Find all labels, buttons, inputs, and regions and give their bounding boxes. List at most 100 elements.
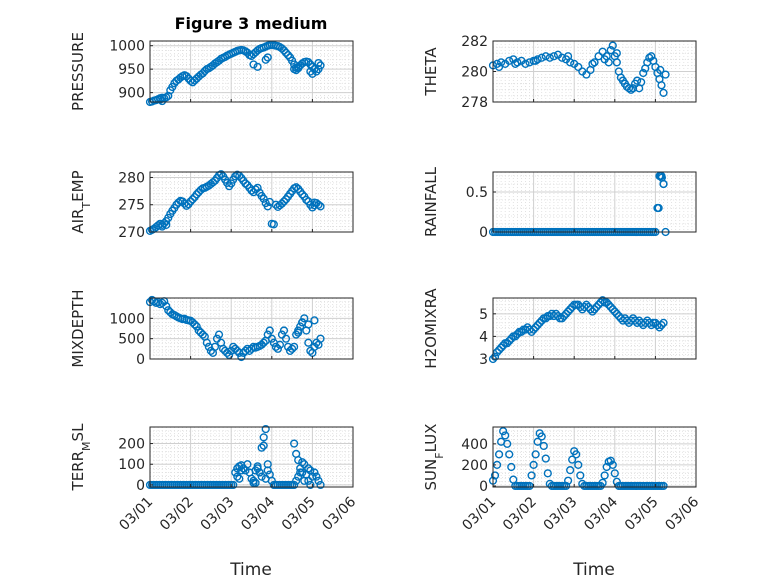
data-points — [145, 40, 325, 107]
data-point — [588, 307, 597, 316]
axes-box — [492, 171, 697, 233]
x-tick-label: 03/05 — [622, 494, 662, 534]
data-point — [263, 53, 272, 62]
data-point — [279, 326, 289, 335]
data-point — [314, 58, 323, 68]
data-point — [503, 339, 512, 348]
subplot-6: 3 4 5 H2OMIXRA — [422, 288, 697, 369]
data-point — [582, 70, 591, 79]
data-point — [543, 469, 552, 478]
data-point — [608, 41, 617, 50]
data-point — [659, 318, 668, 327]
data-point — [497, 58, 506, 67]
data-point — [158, 96, 167, 106]
data-point — [253, 183, 262, 192]
data-point — [298, 190, 307, 199]
data-point — [263, 202, 272, 211]
data-point — [494, 62, 504, 72]
data-point — [247, 474, 256, 483]
y-tick-label: 275 — [118, 198, 145, 214]
x-tick-label: 03/06 — [319, 494, 359, 534]
axes-box — [492, 426, 697, 488]
data-point — [517, 327, 526, 336]
data-point — [624, 84, 634, 93]
data-point — [196, 328, 205, 337]
data-point — [310, 65, 319, 74]
data-point — [288, 344, 297, 353]
data-point — [255, 468, 264, 477]
data-point — [598, 478, 607, 487]
data-point — [604, 300, 613, 309]
data-point — [229, 342, 238, 351]
data-point — [503, 439, 512, 448]
x-axis-label-left: Time — [229, 560, 272, 580]
data-point — [541, 454, 550, 463]
data-point — [257, 443, 266, 452]
data-point — [592, 302, 601, 312]
data-point — [277, 330, 287, 339]
data-point — [225, 350, 234, 360]
data-point — [582, 300, 591, 309]
data-point — [612, 58, 621, 67]
data-point — [263, 330, 272, 339]
data-point — [659, 179, 668, 189]
data-point — [612, 477, 621, 486]
data-point — [541, 314, 550, 323]
y-tick-label: 950 — [118, 62, 145, 78]
data-points — [488, 41, 670, 97]
data-point — [259, 194, 268, 203]
data-point — [208, 178, 218, 187]
data-point — [188, 195, 197, 204]
data-point — [292, 183, 301, 192]
data-point — [279, 46, 289, 55]
data-point — [283, 50, 293, 60]
data-point — [507, 334, 516, 343]
data-point — [218, 344, 228, 353]
data-point — [290, 439, 299, 448]
data-point — [267, 334, 276, 343]
data-point — [633, 76, 642, 85]
y-axis-label: SUNFLUX — [422, 424, 446, 491]
data-point — [659, 88, 668, 97]
y-tick-label: 0 — [136, 478, 145, 494]
data-point — [202, 338, 211, 347]
data-point — [229, 480, 238, 490]
y-tick-label: 0 — [479, 479, 488, 495]
data-point — [316, 480, 325, 490]
data-point — [300, 460, 309, 469]
data-point — [235, 474, 244, 483]
data-point — [531, 56, 540, 65]
data-point — [204, 342, 213, 351]
data-point — [561, 309, 571, 318]
data-point — [661, 70, 670, 79]
data-point — [566, 305, 575, 314]
data-point — [221, 52, 230, 62]
data-point — [164, 306, 173, 315]
data-point — [275, 340, 285, 349]
data-point — [576, 471, 585, 480]
data-point — [314, 476, 323, 485]
data-point — [302, 195, 311, 204]
data-point — [194, 326, 203, 335]
data-point — [294, 456, 303, 465]
data-point — [657, 81, 666, 90]
data-point — [513, 330, 522, 339]
data-point — [497, 343, 506, 352]
data-point — [273, 344, 282, 353]
data-point — [221, 346, 230, 355]
data-points — [488, 427, 668, 491]
y-axis-label: H2OMIXRA — [422, 288, 440, 369]
data-point — [294, 326, 303, 335]
data-point — [285, 346, 295, 355]
data-point — [269, 220, 278, 229]
data-point — [511, 332, 520, 341]
data-point — [257, 340, 266, 349]
subplot-2: 278 280 282 THETA — [422, 34, 697, 111]
data-point — [206, 346, 216, 355]
y-tick-label: 280 — [118, 170, 145, 186]
data-point — [507, 462, 516, 472]
data-point — [549, 52, 559, 61]
data-point — [637, 78, 646, 87]
data-point — [306, 67, 315, 76]
